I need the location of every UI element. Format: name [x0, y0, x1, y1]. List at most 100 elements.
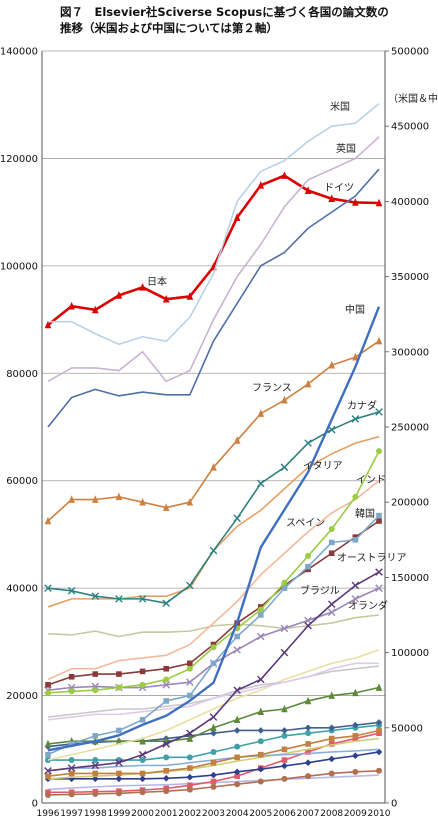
x-tick-label: 2006	[273, 809, 296, 819]
data-point	[305, 552, 312, 559]
data-point	[115, 291, 123, 299]
data-point	[186, 678, 194, 686]
data-point	[210, 778, 217, 785]
data-point	[280, 463, 289, 472]
series-unlabeled-14	[47, 614, 380, 638]
chart-title: 図７ Elsevier社Sciverse Scopusに基づく各国の論文数の 推…	[60, 4, 432, 36]
data-point	[139, 681, 146, 688]
data-point	[375, 748, 383, 756]
data-point	[328, 735, 335, 742]
series-label: 日本	[147, 275, 167, 288]
data-point	[162, 774, 170, 782]
data-point	[305, 773, 312, 780]
data-point	[186, 754, 193, 761]
data-point	[115, 790, 122, 797]
series-line	[48, 103, 380, 346]
data-point	[375, 584, 383, 592]
data-point	[233, 727, 241, 734]
data-point	[328, 691, 336, 699]
data-point	[257, 778, 264, 785]
data-point	[139, 716, 146, 723]
data-point	[115, 736, 123, 745]
data-point	[91, 305, 99, 314]
series-label: ブラジル	[300, 584, 340, 597]
series-label: オーストラリア	[337, 552, 407, 564]
series-unlabeled-25	[45, 767, 382, 798]
data-point	[116, 727, 122, 734]
series-line	[47, 662, 379, 721]
y-tick-label: 0	[32, 799, 38, 810]
data-point	[187, 660, 193, 667]
series-unlabeled-15	[47, 662, 379, 721]
data-point	[68, 770, 75, 777]
data-point	[234, 633, 240, 640]
data-point	[375, 336, 383, 345]
data-point	[68, 688, 75, 695]
y-tick-label: 100000	[0, 261, 38, 272]
series-label: フランス	[252, 382, 292, 394]
data-point	[257, 751, 264, 758]
data-point	[163, 754, 170, 761]
axes: 0 20000 40000 60000 80000 100000 120000 140000 0…	[0, 47, 429, 820]
data-point	[91, 761, 100, 770]
data-point	[351, 415, 360, 423]
data-point	[92, 757, 99, 764]
data-point	[304, 696, 312, 705]
data-point	[375, 719, 383, 726]
data-point	[352, 198, 359, 206]
series-line	[47, 649, 380, 761]
data-point	[67, 587, 76, 595]
data-point	[233, 715, 241, 724]
x-tick-label: 1996	[37, 809, 60, 819]
data-point	[44, 516, 52, 525]
series-unlabeled-17	[47, 649, 380, 761]
data-point	[376, 448, 382, 455]
data-point	[45, 751, 51, 758]
data-point	[351, 581, 360, 590]
data-point	[328, 741, 335, 747]
data-point	[92, 770, 99, 777]
data-point	[115, 595, 123, 603]
data-point	[162, 503, 170, 511]
y-tick-label: 140000	[0, 47, 38, 58]
series-中国	[47, 306, 381, 752]
data-point	[304, 379, 312, 388]
data-point	[281, 732, 288, 739]
data-point	[44, 320, 52, 329]
data-point	[234, 773, 240, 779]
data-point	[256, 479, 265, 488]
series-label: オランダ	[348, 599, 388, 612]
series-label: 中国	[345, 303, 365, 316]
data-point	[328, 770, 335, 777]
series-カナダ	[44, 408, 383, 607]
series-オランダ	[44, 584, 383, 694]
data-point	[257, 765, 265, 773]
data-point	[352, 537, 359, 543]
y2-tick-label: 200000	[391, 498, 429, 509]
y-tick-label: 40000	[6, 584, 38, 595]
series-label: イタリア	[303, 460, 343, 472]
data-point	[162, 681, 171, 689]
data-point	[210, 723, 217, 732]
data-point	[257, 409, 265, 417]
data-point	[44, 766, 52, 775]
data-point	[376, 518, 382, 524]
data-point	[281, 746, 288, 753]
data-point	[281, 757, 288, 763]
x-tick-label: 2004	[226, 809, 249, 819]
data-point	[45, 791, 51, 798]
data-point	[352, 733, 359, 739]
data-point	[138, 595, 147, 603]
data-point	[209, 713, 218, 721]
x-tick-label: 2010	[368, 809, 391, 819]
y2-tick-label: 300000	[391, 347, 429, 358]
data-point	[352, 688, 359, 697]
series-label: 英国	[336, 142, 356, 155]
series-スペイン	[47, 480, 380, 681]
data-point	[44, 739, 52, 748]
data-point	[257, 180, 265, 189]
data-point	[305, 749, 311, 755]
data-point	[327, 425, 336, 434]
data-point	[233, 768, 241, 776]
data-point	[304, 186, 312, 194]
